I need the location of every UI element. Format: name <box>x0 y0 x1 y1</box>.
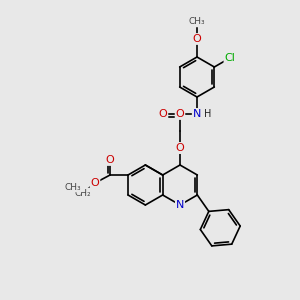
Text: O: O <box>106 155 114 165</box>
Text: CH₃: CH₃ <box>65 182 81 191</box>
Text: O: O <box>176 143 184 153</box>
Text: O: O <box>193 34 201 44</box>
Text: CH₂: CH₂ <box>75 188 92 197</box>
Text: Cl: Cl <box>224 53 235 63</box>
Text: O: O <box>176 143 184 153</box>
Text: N: N <box>193 109 201 119</box>
Text: H: H <box>203 109 211 119</box>
Text: O: O <box>176 109 184 119</box>
Text: H: H <box>204 109 212 119</box>
Text: N: N <box>176 200 184 210</box>
Text: O: O <box>159 109 167 119</box>
Text: O: O <box>91 178 99 188</box>
Text: N: N <box>193 109 201 119</box>
Text: CH₃: CH₃ <box>189 17 205 26</box>
